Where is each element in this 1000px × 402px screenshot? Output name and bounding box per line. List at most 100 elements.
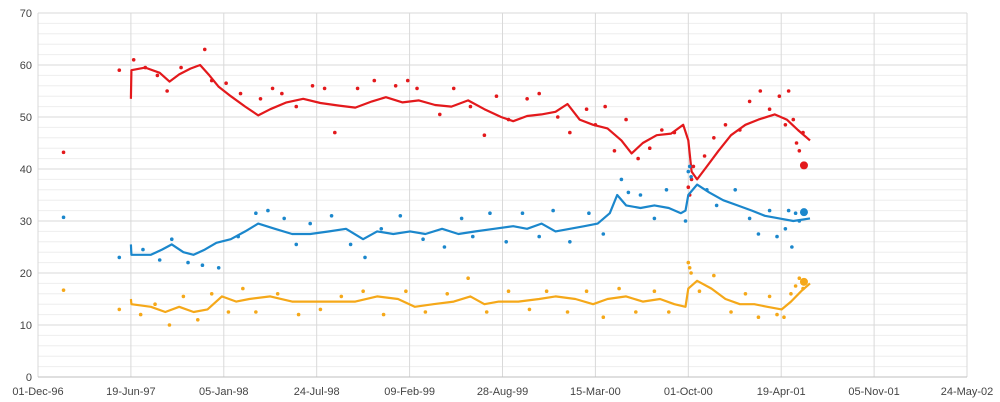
poll-point [361,289,365,294]
series-2 [61,260,811,327]
poll-point [169,237,174,241]
poll-point [714,203,719,208]
y-tick-label: 0 [26,372,32,384]
x-tick-label: 09-Feb-99 [384,386,435,398]
poll-point [254,211,258,215]
x-tick-label: 15-Mar-00 [570,386,621,398]
poll-point [333,130,337,135]
poll-point [568,240,572,244]
poll-point [782,315,786,320]
poll-point [482,133,487,137]
poll-point [775,312,779,317]
poll-point [226,310,231,314]
poll-point [404,289,408,294]
trend-line [129,279,811,314]
poll-point [601,315,606,320]
poll-point [712,273,716,278]
poll-point [565,310,570,314]
poll-point [603,104,607,109]
x-tick-label: 01-Dec-96 [12,386,63,398]
poll-point [506,289,511,294]
poll-point [791,117,796,122]
poll-point [652,289,657,294]
result-marker [799,277,808,286]
y-tick-label: 30 [20,216,32,228]
poll-point [647,146,652,150]
poll-point [200,263,205,268]
poll-point [555,115,560,119]
poll-point [153,302,157,307]
poll-point [789,292,793,296]
poll-point [702,154,707,158]
poll-point [117,68,122,72]
poll-point [339,294,344,299]
poll-point [612,149,617,153]
result-marker [799,208,808,217]
poll-point [743,292,748,296]
poll-point [584,289,589,294]
poll-point [318,307,323,312]
y-tick-label: 20 [20,268,32,280]
poll-point [777,94,782,98]
poll-point [141,247,145,252]
poll-point [783,123,788,127]
poll-point [758,89,763,93]
poll-point [686,169,691,174]
axes: 0 10 20 30 40 50 60 70 01-Dec-96 19-Jun-97 05-Jan-… [12,8,993,398]
poll-point [683,219,688,223]
poll-point [195,318,200,322]
poll-point [584,107,589,111]
poll-point [241,286,245,291]
trend-line [129,183,811,256]
poll-point [691,164,696,169]
y-tick-label: 40 [20,164,32,176]
poll-point [729,310,733,314]
poll-point [379,227,384,231]
poll-point [525,97,529,101]
poll-point [138,312,143,317]
poll-point [723,123,728,127]
poll-point [322,86,327,91]
poll-point [601,232,606,236]
poll-point [537,91,541,96]
poll-point [155,73,160,78]
poll-point [308,221,312,226]
poll-point [157,258,162,262]
poll-point [181,294,186,299]
poll-point [537,234,541,239]
x-tick-label: 05-Jan-98 [199,386,249,398]
poll-point [202,47,207,52]
poll-point [767,208,772,213]
trend-line [129,63,811,181]
poll-point [568,130,572,135]
poll-point [660,128,664,132]
x-tick-label: 24-Jul-98 [294,386,340,398]
poll-point [786,208,791,213]
poll-point [756,232,761,236]
poll-point [551,208,555,213]
poll-point [117,255,122,260]
series-1 [61,164,811,270]
poll-point [733,188,738,192]
series [61,47,811,327]
poll-point [786,89,791,93]
series-0 [61,47,811,197]
poll-point [61,150,66,155]
x-tick-label: 28-Aug-99 [477,386,528,398]
poll-point [488,211,492,215]
poll-point [294,104,299,109]
poll-point [484,310,489,314]
poll-point [687,266,692,270]
poll-point [266,208,270,213]
poll-point [793,284,798,288]
poll-point [756,315,761,320]
poll-point [393,84,398,88]
poll-point [664,188,669,192]
poll-point [167,323,172,327]
poll-point [355,86,360,91]
poll-point [712,136,716,140]
poll-point [437,112,442,117]
poll-point [165,89,169,93]
poll-point [209,292,214,296]
